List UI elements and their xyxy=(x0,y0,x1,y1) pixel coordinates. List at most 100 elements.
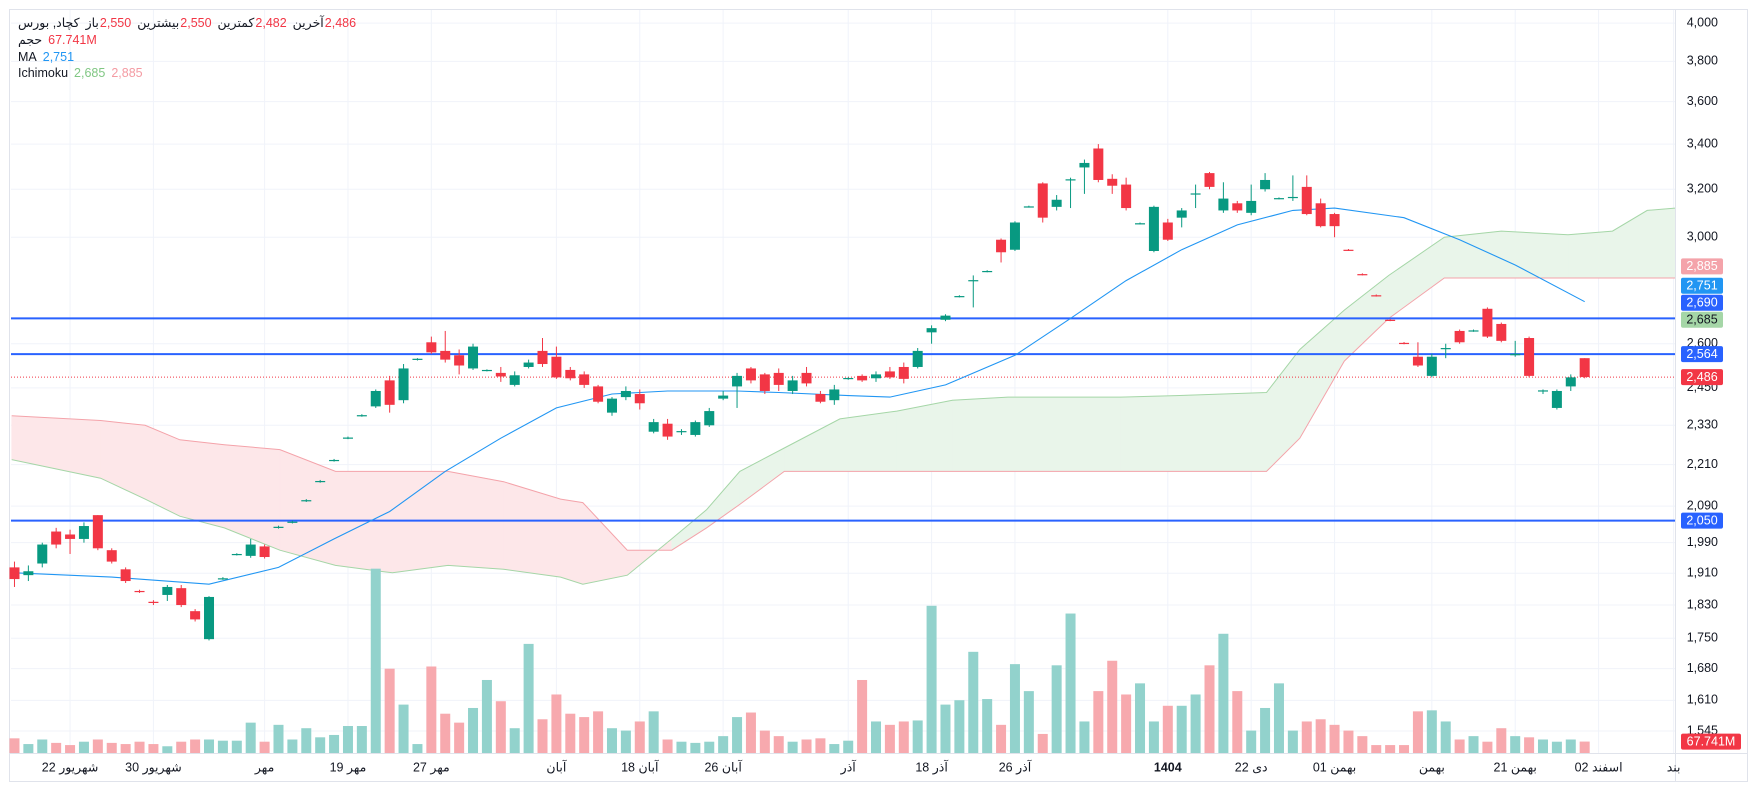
candle-body xyxy=(231,553,242,556)
volume-bar xyxy=(884,724,895,753)
candle-body xyxy=(245,544,256,556)
candle-body xyxy=(662,423,673,437)
volume-bar xyxy=(968,651,979,753)
volume-bar xyxy=(1510,736,1521,753)
candle-body xyxy=(857,375,868,381)
volume-bar xyxy=(787,741,798,753)
volume-bar xyxy=(1357,736,1368,753)
candle-body xyxy=(1009,222,1020,250)
volume-bar xyxy=(1148,721,1159,753)
volume-bar xyxy=(148,744,159,753)
x-tick-label: 27 مهر xyxy=(413,760,450,775)
candle-body xyxy=(1426,356,1437,376)
volume-bar xyxy=(537,719,548,753)
candle-body xyxy=(1190,193,1201,195)
ichimoku-value: 2,885 xyxy=(111,66,143,81)
candle-body xyxy=(1176,210,1187,218)
legend-row: کچاد, بورس باز 2,550 بیشترین 2,550 کمترین 2,48… xyxy=(18,15,356,32)
candle-body xyxy=(843,377,854,380)
ohlc-name: باز xyxy=(85,16,99,30)
volume-bar xyxy=(37,739,48,753)
candle-body xyxy=(1079,162,1090,168)
symbol-name: کچاد, بورس xyxy=(18,16,80,30)
y-tick-label: 2,330 xyxy=(1687,418,1718,432)
price-tag xyxy=(1681,294,1723,311)
candle-body xyxy=(982,270,993,273)
candle-body xyxy=(78,526,89,539)
volume-bar xyxy=(857,679,868,753)
y-tick-label: 3,000 xyxy=(1687,230,1718,244)
candle-body xyxy=(593,386,604,402)
x-tick-label: 01 بهمن xyxy=(1313,760,1356,775)
volume-bar xyxy=(926,605,937,753)
x-tick-label: 22 دی xyxy=(1235,760,1268,774)
ohlc-name: کمترین xyxy=(217,16,255,30)
legend-row: حجم 67.741M xyxy=(18,32,356,49)
volume-bar xyxy=(1343,730,1354,753)
volume-bar xyxy=(1204,665,1215,753)
ohlc-value: 2,550 xyxy=(180,16,212,30)
volume-bar xyxy=(1301,721,1312,753)
volume-bar xyxy=(690,742,701,753)
volume-bar xyxy=(773,736,784,753)
x-tick-label: بند xyxy=(1667,760,1681,774)
volume-bar xyxy=(370,568,381,753)
candle-body xyxy=(1440,348,1451,350)
volume-bar xyxy=(1009,664,1020,753)
price-tag xyxy=(1681,512,1723,529)
volume-bar xyxy=(176,741,187,753)
candle-body xyxy=(898,366,909,379)
y-tick-label: 1,830 xyxy=(1687,597,1718,611)
volume-bar xyxy=(440,713,451,753)
candle-body xyxy=(579,374,590,385)
y-tick-label: 3,800 xyxy=(1687,54,1718,68)
volume-bar xyxy=(801,739,812,753)
volume-bar xyxy=(1468,736,1479,753)
candle-body xyxy=(287,521,298,523)
candle-body xyxy=(23,571,34,576)
volume-bar xyxy=(356,726,367,753)
candle-body xyxy=(1537,390,1548,392)
candle-body xyxy=(1218,198,1229,211)
candle-body xyxy=(690,422,701,435)
x-tick-label: 21 بهمن xyxy=(1494,760,1537,775)
candle-body xyxy=(884,371,895,378)
x-tick-label: آبان xyxy=(546,759,566,774)
candle-body xyxy=(481,369,492,372)
ichimoku-cloud xyxy=(1501,230,1569,279)
volume-bar xyxy=(606,728,617,753)
candle-body xyxy=(204,596,215,640)
candle-body xyxy=(37,544,48,564)
candle-body xyxy=(1454,330,1465,343)
volume-bar xyxy=(1399,745,1410,753)
candle-body xyxy=(1579,358,1590,378)
ichimoku-cloud xyxy=(1646,207,1676,279)
candle-body xyxy=(356,415,367,417)
volume-bar xyxy=(565,713,576,753)
ohlc-item: بیشترین 2,550 xyxy=(137,15,211,32)
volume-bar xyxy=(704,741,715,753)
volume-bar xyxy=(9,738,20,753)
ichimoku-cloud xyxy=(179,439,225,529)
candle-body xyxy=(190,611,201,620)
candle-body xyxy=(1343,249,1354,251)
ohlc-item: آخرین 2,486 xyxy=(293,15,356,32)
volume-bar xyxy=(912,720,923,753)
volume-bar xyxy=(954,700,965,753)
x-tick-label: 30 شهریور xyxy=(125,760,182,775)
candle-body xyxy=(968,280,979,282)
candle-body xyxy=(454,355,465,366)
x-tick-label: 18 آبان xyxy=(621,759,659,774)
ichimoku-cloud xyxy=(392,471,449,574)
candle-body xyxy=(954,296,965,298)
candle-body xyxy=(718,395,729,399)
volume-bar xyxy=(481,679,492,753)
volume-bar xyxy=(829,744,840,753)
candle-body xyxy=(342,437,353,439)
volume-bar xyxy=(23,744,34,753)
volume-bar xyxy=(732,717,743,753)
candle-body xyxy=(1260,179,1271,190)
volume-bar xyxy=(78,741,89,753)
price-tag xyxy=(1681,311,1723,328)
